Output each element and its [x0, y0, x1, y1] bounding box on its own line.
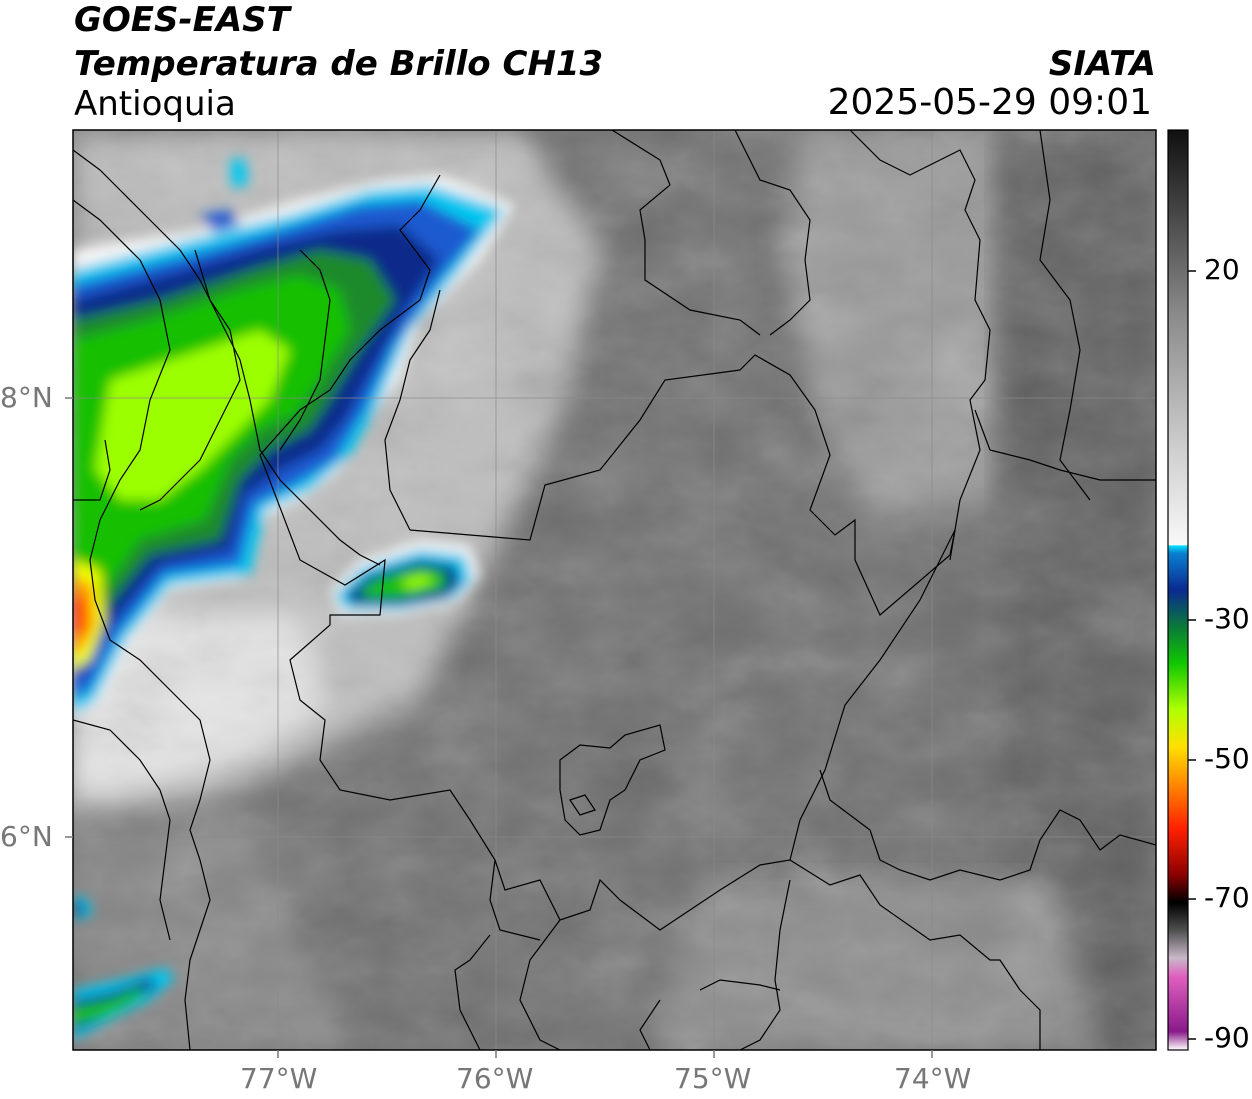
colorbar-tick-label: -30: [1204, 602, 1250, 635]
lat-tick-label: 8°N: [0, 381, 53, 414]
region-label: Antioquia: [74, 84, 236, 124]
colorbar-tick-label: 20: [1204, 253, 1240, 286]
lon-tick-label: 74°W: [894, 1062, 972, 1095]
axis-ticks: [65, 397, 933, 1058]
boundary-lines: [73, 130, 1156, 1050]
lat-tick-label: 6°N: [0, 820, 53, 853]
colorbar-tick-label: -90: [1204, 1021, 1250, 1054]
map-frame: [72, 129, 1157, 1051]
colorbar-tick-label: -70: [1204, 881, 1250, 914]
colorbar: [1167, 129, 1196, 1051]
lon-tick-label: 77°W: [240, 1062, 318, 1095]
datetime-label: 2025-05-29 09:01: [827, 82, 1152, 123]
agency-label: SIATA: [1048, 44, 1156, 84]
lon-tick-label: 75°W: [674, 1062, 752, 1095]
satellite-title: GOES-EAST: [74, 0, 290, 40]
product-title: Temperatura de Brillo CH13: [74, 44, 604, 84]
colorbar-tick-label: -50: [1204, 742, 1250, 775]
satellite-image: [73, 130, 1156, 1050]
lon-tick-label: 76°W: [456, 1062, 534, 1095]
